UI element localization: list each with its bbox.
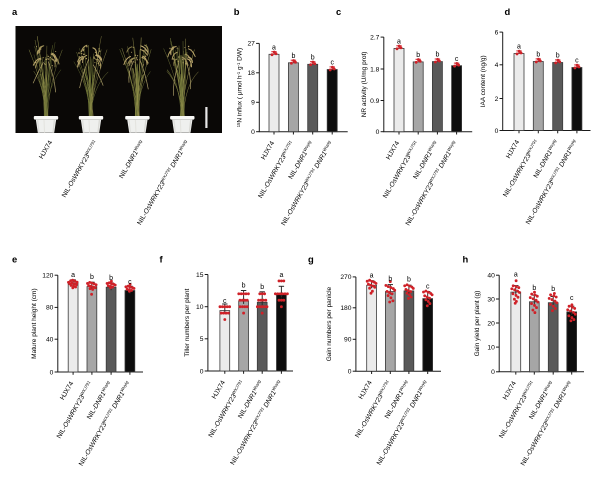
svg-text:c: c — [570, 295, 574, 302]
svg-text:2: 2 — [495, 96, 499, 103]
svg-text:a: a — [514, 272, 518, 279]
svg-text:a: a — [71, 272, 75, 279]
svg-text:0: 0 — [251, 129, 255, 136]
svg-text:b: b — [556, 53, 560, 60]
svg-text:Tiller numbers per plant: Tiller numbers per plant — [184, 289, 191, 357]
svg-text:Mature plant height (cm): Mature plant height (cm) — [31, 288, 38, 358]
svg-text:a: a — [279, 272, 283, 279]
svg-text:h: h — [463, 254, 469, 265]
svg-text:270: 270 — [340, 274, 351, 281]
svg-text:15N influx ( μmol h-1 g-1 DW): 15N influx ( μmol h-1 g-1 DW) — [236, 48, 244, 127]
svg-text:b: b — [532, 285, 536, 292]
svg-text:0: 0 — [495, 128, 499, 135]
svg-text:c: c — [330, 60, 334, 67]
svg-text:c: c — [455, 56, 459, 63]
svg-text:Gain yield per plant (g): Gain yield per plant (g) — [474, 291, 481, 357]
svg-text:a: a — [517, 44, 521, 51]
svg-text:b: b — [435, 52, 439, 59]
svg-text:6: 6 — [495, 29, 499, 36]
svg-text:b: b — [109, 275, 113, 282]
svg-text:a: a — [12, 6, 18, 17]
svg-text:90: 90 — [344, 337, 352, 344]
svg-text:0.9: 0.9 — [370, 98, 380, 105]
svg-text:0: 0 — [348, 369, 352, 376]
svg-text:a: a — [272, 44, 276, 51]
svg-text:Gain numbers per panicle: Gain numbers per panicle — [326, 286, 333, 361]
svg-text:f: f — [160, 254, 164, 265]
svg-text:0: 0 — [376, 129, 380, 136]
svg-text:120: 120 — [42, 273, 53, 280]
svg-text:30: 30 — [487, 296, 495, 303]
svg-text:IAA content (ng/g): IAA content (ng/g) — [480, 55, 487, 107]
svg-text:c: c — [336, 6, 341, 17]
svg-text:18: 18 — [247, 70, 255, 77]
svg-text:d: d — [505, 6, 511, 17]
svg-text:b: b — [242, 283, 246, 290]
svg-text:g: g — [308, 254, 314, 265]
svg-text:b: b — [311, 54, 315, 61]
svg-text:b: b — [407, 277, 411, 284]
svg-text:a: a — [397, 39, 401, 46]
svg-text:40: 40 — [46, 337, 54, 344]
svg-text:0: 0 — [50, 369, 54, 376]
svg-text:b: b — [234, 6, 240, 17]
svg-text:10: 10 — [196, 304, 204, 311]
svg-text:b: b — [551, 286, 555, 293]
svg-text:b: b — [536, 52, 540, 59]
svg-text:40: 40 — [487, 273, 495, 280]
svg-text:2.7: 2.7 — [370, 34, 380, 41]
svg-text:10: 10 — [487, 344, 495, 351]
svg-text:27: 27 — [247, 41, 255, 48]
svg-text:b: b — [260, 284, 264, 291]
svg-text:20: 20 — [487, 320, 495, 327]
svg-text:80: 80 — [46, 305, 54, 312]
svg-text:5: 5 — [200, 336, 204, 343]
svg-text:e: e — [12, 254, 17, 265]
svg-text:0: 0 — [491, 369, 495, 376]
svg-text:NR activity (U/mg prot): NR activity (U/mg prot) — [361, 52, 368, 118]
svg-text:b: b — [291, 53, 295, 60]
svg-text:1.8: 1.8 — [370, 66, 380, 73]
svg-text:b: b — [388, 276, 392, 283]
svg-text:c: c — [128, 279, 132, 286]
svg-text:180: 180 — [340, 305, 351, 312]
svg-text:c: c — [223, 298, 227, 305]
svg-text:15: 15 — [196, 272, 204, 279]
svg-text:a: a — [370, 272, 374, 279]
svg-text:4: 4 — [495, 62, 499, 69]
svg-text:c: c — [575, 58, 579, 65]
svg-text:c: c — [426, 283, 430, 290]
svg-text:0: 0 — [200, 368, 204, 375]
svg-text:b: b — [416, 52, 420, 59]
svg-text:b: b — [90, 274, 94, 281]
svg-text:9: 9 — [251, 100, 255, 107]
